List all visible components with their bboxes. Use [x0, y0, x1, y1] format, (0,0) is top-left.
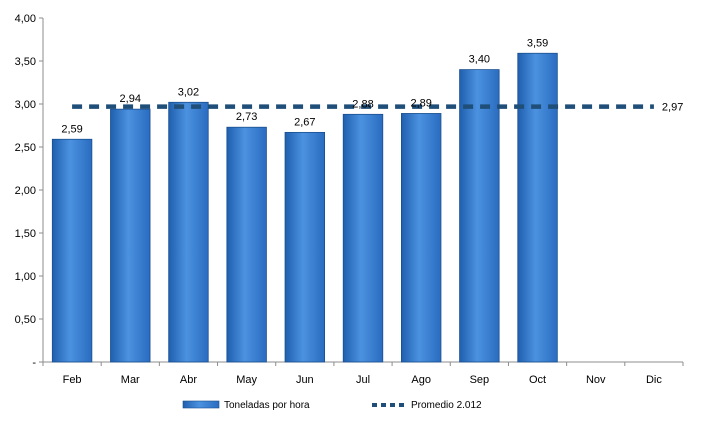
y-tick-label: 0,50 — [15, 314, 36, 326]
bar — [284, 131, 326, 363]
bar-data-label: 2,73 — [236, 111, 257, 123]
bar-data-label: 2,94 — [120, 93, 141, 105]
average-data-label: 2,97 — [662, 102, 683, 114]
bar — [517, 52, 558, 363]
bar — [51, 138, 93, 363]
bar — [226, 126, 267, 363]
bar-data-label: 3,02 — [178, 86, 199, 98]
bar-data-label: 3,59 — [527, 37, 548, 49]
bar-data-label: 2,89 — [410, 97, 431, 109]
y-tick-label: 3,50 — [15, 56, 36, 68]
x-tick-label: Sep — [470, 374, 490, 386]
legend-label-bars: Toneladas por hora — [224, 400, 310, 411]
y-tick-label: 1,00 — [15, 271, 36, 283]
bar-data-label: 2,88 — [352, 98, 373, 110]
bar-data-label: 2,59 — [61, 123, 82, 135]
bar — [400, 113, 442, 363]
y-tick-label: 1,50 — [15, 228, 36, 240]
y-tick-label: 4,00 — [15, 13, 36, 25]
bar-data-label: 2,67 — [294, 116, 315, 128]
y-tick-label: 2,50 — [15, 142, 36, 154]
x-tick-label: Jul — [356, 374, 370, 386]
bar-data-label: 3,40 — [469, 54, 490, 66]
legend-swatch-bars — [182, 400, 220, 409]
bar — [110, 108, 151, 363]
x-tick-label: Nov — [586, 374, 606, 386]
y-tick-label: - — [32, 357, 36, 369]
bar — [168, 101, 209, 363]
bar — [342, 113, 384, 363]
x-tick-label: Abr — [180, 374, 197, 386]
x-tick-label: Jun — [296, 374, 314, 386]
y-tick-label: 3,00 — [15, 99, 36, 111]
x-tick-label: Oct — [529, 374, 546, 386]
x-tick-label: Mar — [121, 374, 140, 386]
x-tick-label: Dic — [646, 374, 662, 386]
bar — [459, 69, 500, 363]
y-tick-label: 2,00 — [15, 185, 36, 197]
x-tick-label: May — [236, 374, 257, 386]
x-tick-label: Feb — [63, 374, 82, 386]
x-tick-label: Ago — [411, 374, 431, 386]
legend-label-average: Promedio 2.012 — [411, 400, 482, 411]
